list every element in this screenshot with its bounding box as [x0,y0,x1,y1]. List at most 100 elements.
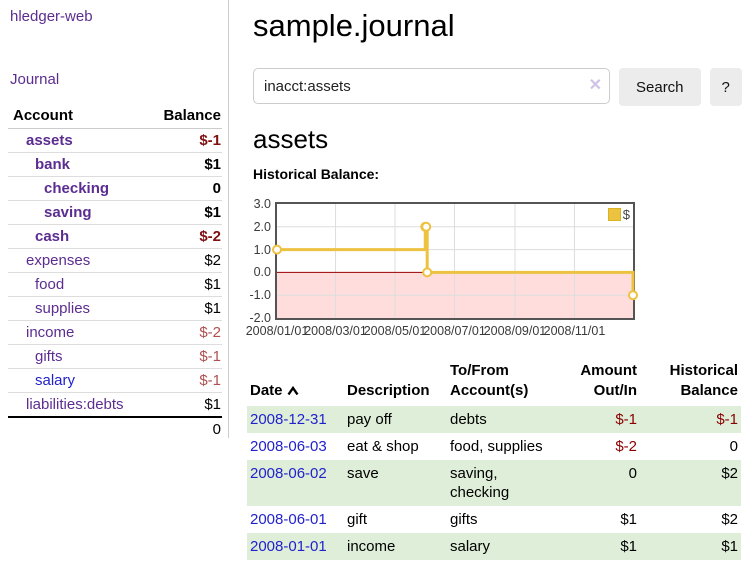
y-tick-label: -2.0 [249,311,271,325]
transaction-row: 2008-12-31 pay off debts $-1 $-1 [247,406,741,433]
transaction-balance: $2 [721,465,738,482]
accounts-total-spacer [8,416,147,441]
accounts-header-balance: Balance [146,103,222,129]
transaction-date-link[interactable]: 2008-01-01 [250,538,327,555]
account-balance: $-2 [146,224,222,249]
transaction-accounts: saving, checking [450,465,510,501]
transaction-balance: 0 [729,438,738,455]
transaction-accounts: food, supplies [450,438,543,455]
account-link-supplies[interactable]: supplies [35,300,91,317]
account-link-checking[interactable]: checking [44,180,110,197]
app-title-link[interactable]: hledger-web [10,8,93,25]
x-tick-label: 2008/11/01 [543,324,606,338]
register-header-balance: Historical Balance [669,362,738,399]
account-balance: $1 [146,152,222,177]
register-header-amount: Amount Out/In [580,362,637,399]
account-link-saving[interactable]: saving [44,204,92,221]
account-row: saving $1 [8,200,222,225]
transaction-row: 2008-01-01 income salary $1 $1 [247,533,741,560]
account-link-cash[interactable]: cash [35,228,70,245]
account-balance: $1 [146,296,222,321]
account-balance: $2 [146,248,222,273]
transaction-row: 2008-06-01 gift gifts $1 $2 [247,506,741,533]
historical-balance-chart: $ 3.0 2.0 1.0 0.0 -1.0 -2.0 2008/01/01 2008/03… [243,196,683,344]
account-balance: $-2 [146,320,222,345]
transaction-description: pay off [347,411,392,428]
register-tbody: 2008-12-31 pay off debts $-1 $-1 2008-06-03 ea… [247,406,741,560]
transaction-date-link[interactable]: 2008-12-31 [250,411,327,428]
transaction-description: save [347,465,379,482]
search-form: ✕ Search ? [253,68,742,106]
sidebar-item-journal[interactable]: Journal [10,71,60,88]
page-title: sample.journal [253,8,455,43]
account-row: income $-2 [8,320,222,345]
accounts-total-value: 0 [146,416,222,441]
account-link-salary[interactable]: salary [35,372,76,389]
transaction-date-link[interactable]: 2008-06-01 [250,511,327,528]
transaction-description: income [347,538,396,555]
search-input[interactable] [253,68,610,104]
account-link-income[interactable]: income [26,324,75,341]
account-row: bank $1 [8,152,222,177]
search-box: ✕ [253,68,610,104]
main-content: sample.journal ✕ Search ? assets Histori… [246,0,742,560]
register-header-date[interactable]: Date [247,358,344,406]
transaction-row: 2008-06-03 eat & shop food, supplies $-2 0 [247,433,741,460]
transaction-accounts: debts [450,411,487,428]
transaction-accounts: gifts [450,511,478,528]
transaction-description: gift [347,511,368,528]
register-header-accounts: To/From Account(s) [450,362,529,399]
chart-canvas [272,204,638,318]
search-button[interactable]: Search [619,68,701,106]
account-row: liabilities:debts $1 [8,392,222,418]
y-tick-label: 2.0 [253,219,271,234]
chart-legend: $ [607,207,630,222]
account-row: supplies $1 [8,296,222,321]
transaction-row: 2008-06-02 save saving, checking 0 $2 [247,460,741,506]
transaction-amount: $-1 [615,411,637,428]
account-balance: $1 [146,200,222,225]
help-button[interactable]: ? [709,68,742,106]
y-tick-label: 3.0 [253,197,271,211]
account-row: food $1 [8,272,222,297]
account-row: gifts $-1 [8,344,222,369]
transaction-balance: $2 [721,511,738,528]
accounts-table: Account Balance assets $-1 bank $1 checking 0… [8,103,222,441]
x-tick-label: 2008/03/01 [304,324,367,338]
account-link-liabilities-debts[interactable]: liabilities:debts [26,396,124,413]
sort-ascending-icon [287,386,299,396]
register-header-row: Date Description To/From Account(s) Amoun… [247,358,741,406]
accounts-tbody: assets $-1 bank $1 checking 0 saving $1 cash $-2 e… [8,128,222,418]
x-tick-label: 2008/07/01 [423,324,486,338]
transaction-description: eat & shop [347,438,419,455]
chart-plot-area: $ [272,202,638,320]
account-balance: 0 [146,176,222,201]
account-link-bank[interactable]: bank [35,156,71,173]
account-row: checking 0 [8,176,222,201]
x-tick-label: 2008/05/01 [363,324,427,338]
transaction-balance: $-1 [716,411,738,428]
account-balance: $-1 [146,128,222,153]
accounts-header-row: Account Balance [8,103,222,129]
x-tick-label: 2008/01/01 [245,324,309,338]
account-balance: $-1 [146,368,222,393]
account-link-expenses[interactable]: expenses [26,252,91,269]
legend-swatch-icon [607,208,621,221]
y-tick-label: -1.0 [249,288,271,303]
account-link-food[interactable]: food [35,276,65,293]
account-link-assets[interactable]: assets [26,132,73,149]
transaction-date-link[interactable]: 2008-06-03 [250,438,327,455]
legend-label: $ [622,207,630,222]
account-heading: assets [253,124,329,154]
clear-search-icon[interactable]: ✕ [588,77,602,94]
register-table: Date Description To/From Account(s) Amoun… [247,358,741,560]
transaction-amount: $1 [620,511,637,528]
account-balance: $1 [146,272,222,297]
register-header-description: Description [347,382,430,399]
account-balance: $1 [146,392,222,418]
account-link-gifts[interactable]: gifts [35,348,63,365]
transaction-amount: $-2 [615,438,637,455]
y-tick-label: 0.0 [253,265,271,280]
accounts-total-row: 0 [8,416,222,441]
transaction-date-link[interactable]: 2008-06-02 [250,465,327,482]
